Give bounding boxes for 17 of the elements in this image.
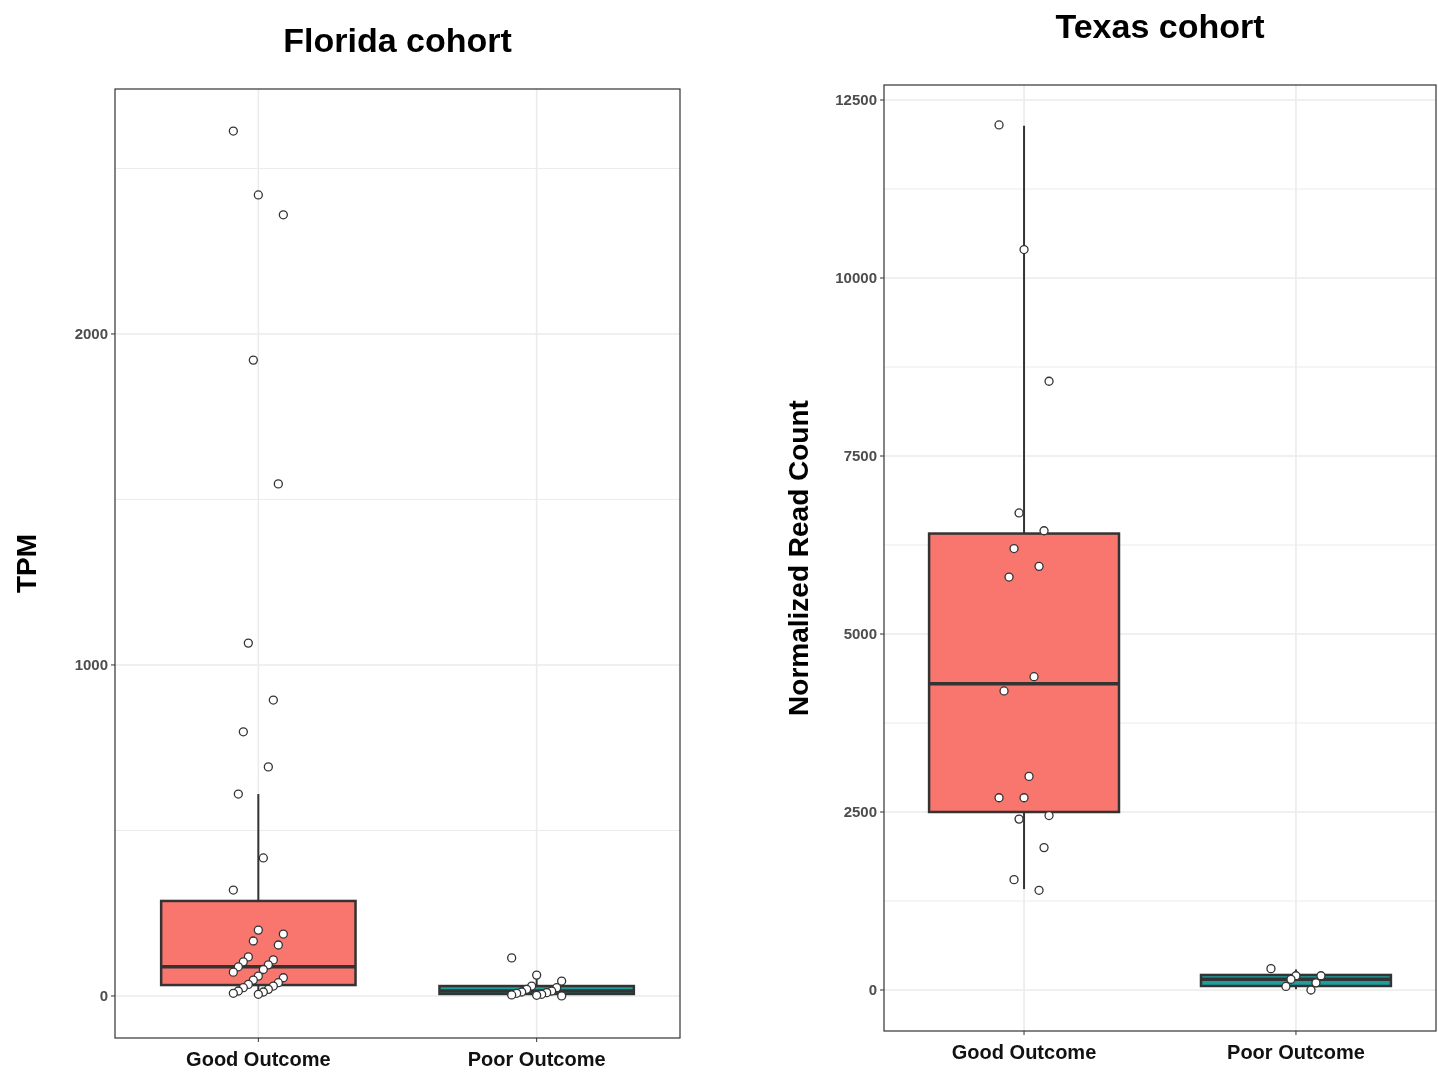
x-tick-label: Good Outcome	[186, 1048, 331, 1070]
y-tick-label: 7500	[843, 447, 877, 465]
y-tick-label: 2500	[843, 803, 877, 821]
y-tick-label: 0	[868, 981, 877, 999]
y-tick-label: 1000	[74, 656, 108, 674]
chart-title: Texas cohort	[1055, 7, 1265, 45]
y-tick-label: 5000	[843, 625, 877, 643]
y-axis-title: Normalized Read Count	[783, 400, 814, 716]
y-tick-label: 12500	[835, 91, 877, 109]
chart-title: Florida cohort	[283, 21, 512, 59]
y-tick-label: 10000	[835, 269, 877, 287]
x-tick-label: Poor Outcome	[1227, 1041, 1365, 1063]
x-tick-label: Good Outcome	[951, 1041, 1097, 1063]
y-tick-label: 2000	[74, 325, 108, 343]
y-axis-title: TPM	[11, 533, 42, 594]
y-tick-label: 0	[99, 987, 108, 1005]
x-tick-label: Poor Outcome	[467, 1048, 606, 1070]
